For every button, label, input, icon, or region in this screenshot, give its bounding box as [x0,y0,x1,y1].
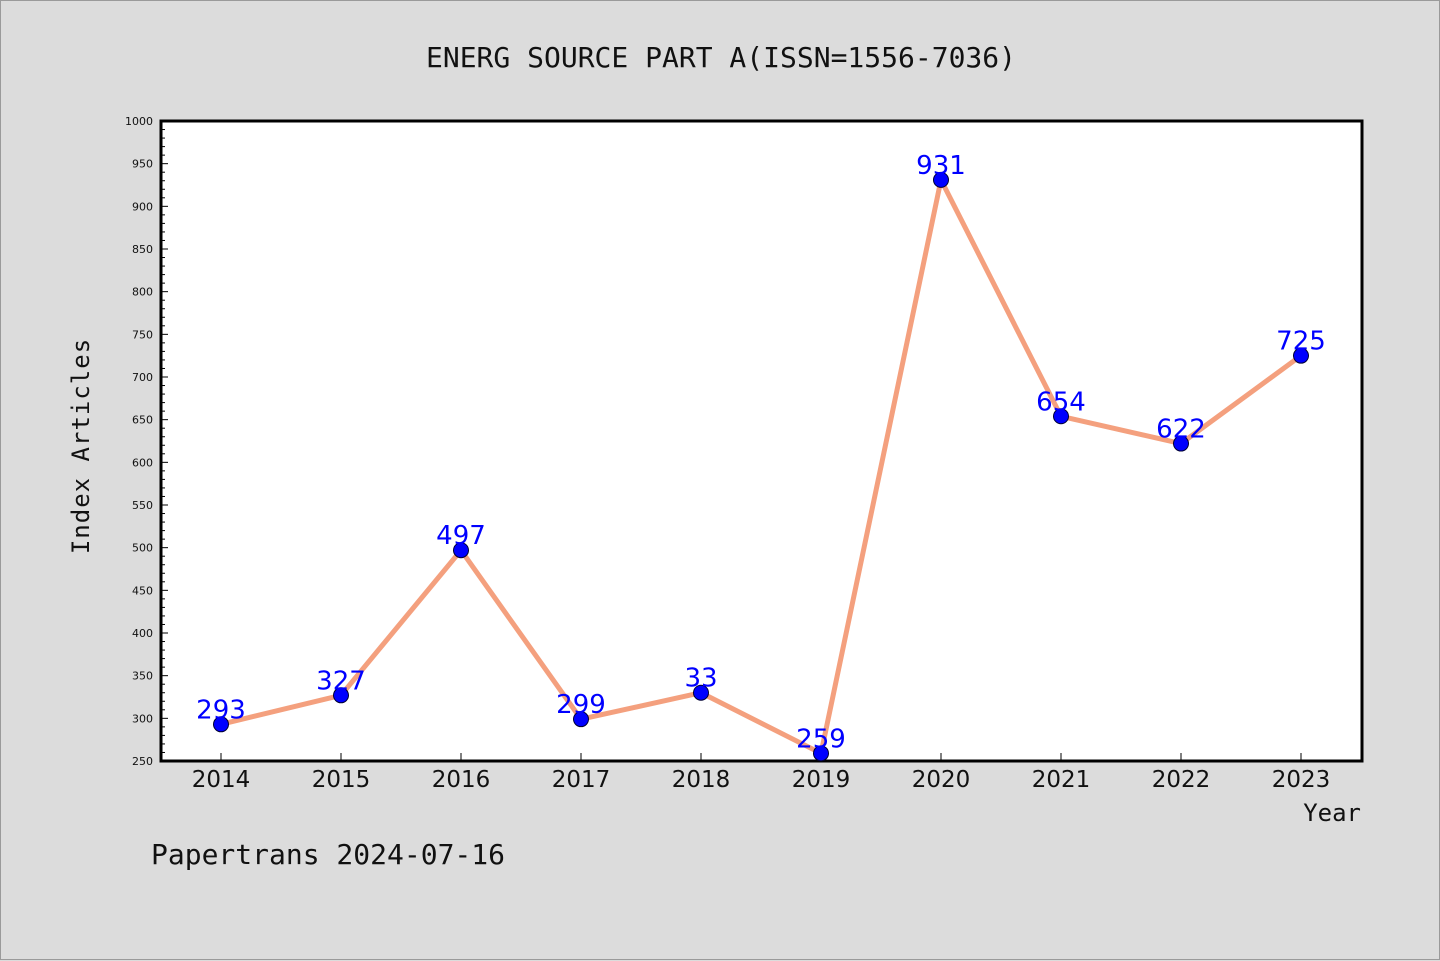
chart-title: ENERG SOURCE PART A(ISSN=1556-7036) [426,41,1016,74]
y-tick-label: 550 [132,499,153,512]
y-tick-label: 500 [132,542,153,555]
y-axis-label: Index Articles [67,338,95,554]
data-label: 259 [796,724,846,754]
y-tick-label: 250 [132,755,153,768]
x-tick-label: 2023 [1272,767,1331,793]
data-label: 931 [916,151,966,181]
x-tick-label: 2020 [912,767,971,793]
x-tick-label: 2021 [1032,767,1091,793]
series-line-group [220,177,1303,756]
series-line [220,177,1303,756]
data-label: 327 [316,666,366,696]
data-label: 299 [556,690,606,720]
markers-group [213,171,1309,762]
y-tick-label: 650 [132,414,153,427]
data-label: 725 [1276,327,1326,357]
y-tick-label: 350 [132,670,153,683]
y-tick-label: 900 [132,200,153,213]
data-label: 654 [1036,387,1086,417]
data-point-marker [933,171,949,188]
x-tick-label: 2018 [672,767,731,793]
y-tick-label: 400 [132,627,153,640]
y-tick-label: 700 [132,371,153,384]
data-point-marker [573,711,589,728]
data-point-marker [813,745,829,762]
data-point-marker [333,687,349,704]
data-point-marker [1293,347,1309,364]
y-tick-label: 800 [132,286,153,299]
y-tick-label: 1000 [125,115,153,128]
data-point-marker [1053,408,1069,425]
data-labels-group: 293 327 497 299 33 259 931 654 622 725 [196,151,1326,754]
y-tick-label: 600 [132,456,153,469]
x-axis-label: Year [1303,799,1361,827]
y-tick-label: 850 [132,243,153,256]
data-point-marker [213,716,229,733]
data-point-marker [453,542,469,559]
data-label: 33 [684,664,717,694]
x-tick-label: 2022 [1152,767,1211,793]
x-tick-label: 2017 [552,767,611,793]
data-point-marker [1173,435,1189,452]
data-label: 497 [436,521,486,551]
y-tick-label: 950 [132,158,153,171]
y-tick-label: 750 [132,328,153,341]
data-label: 622 [1156,415,1206,445]
data-label: 293 [196,695,246,725]
x-tick-label: 2014 [192,767,251,793]
x-tick-label: 2016 [432,767,491,793]
x-tick-label: 2015 [312,767,371,793]
y-tick-label: 450 [132,584,153,597]
footer-text: Papertrans 2024-07-16 [151,838,505,871]
axis-ticks: 250 300 350 400 450 500 550 600 650 700 750 800 850 9… [125,115,1330,793]
y-tick-label: 300 [132,712,153,725]
x-tick-label: 2019 [792,767,851,793]
data-point-marker [693,684,709,701]
